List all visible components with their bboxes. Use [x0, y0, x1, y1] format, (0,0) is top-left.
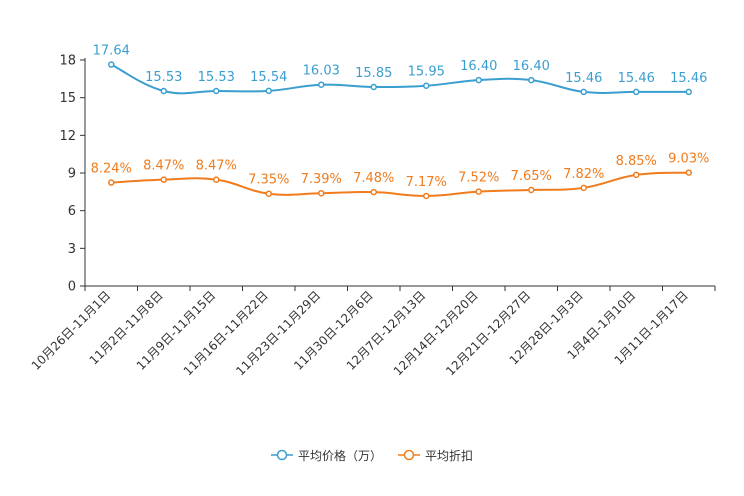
series-price-point[interactable] — [213, 87, 220, 95]
line-chart: 0 3 6 9 12 15 18 10月26日-11月1日11月2日-11月8日11月9日-… — [29, 44, 716, 378]
series-discount-point[interactable] — [370, 188, 377, 196]
series-discount-point[interactable] — [475, 188, 482, 195]
series-discount-data-label: 8.47% — [143, 159, 184, 174]
series-discount-point[interactable] — [423, 192, 430, 200]
legend-discount-marker-icon — [398, 449, 420, 461]
legend-item-price[interactable]: 平均价格（万） — [270, 447, 382, 464]
series-discount-line — [111, 171, 689, 197]
series-price-data-label: 17.64 — [93, 44, 130, 59]
series-price-point[interactable] — [685, 88, 692, 96]
series-discount-point[interactable] — [213, 176, 220, 183]
series-price: 17.64 15.53 15.53 15.54 16.03 15.85 15.95 16.40… — [93, 44, 707, 96]
series-price-point[interactable] — [370, 83, 377, 91]
y-tick-label: 6 — [68, 204, 76, 219]
series-price-data-label: 15.95 — [408, 65, 445, 80]
series-discount-point[interactable] — [160, 176, 167, 183]
series-discount-point[interactable] — [685, 169, 692, 176]
series-discount-point[interactable] — [528, 186, 535, 194]
y-axis: 0 3 6 9 12 15 18 — [59, 54, 86, 295]
legend-price-label: 平均价格（万） — [297, 448, 382, 463]
series-price-point[interactable] — [108, 61, 115, 68]
legend: 平均价格（万） 平均折扣 — [0, 445, 744, 465]
series-price-data-label: 15.46 — [670, 71, 707, 86]
series-discount-data-label: 7.52% — [458, 171, 499, 186]
series-layer: 17.64 15.53 15.53 15.54 16.03 15.85 15.95 16.40… — [91, 44, 709, 200]
series-price-data-label: 15.53 — [198, 70, 235, 85]
y-tick-label: 15 — [59, 91, 76, 106]
series-price-point[interactable] — [318, 81, 325, 88]
series-discount-data-label: 8.47% — [196, 159, 237, 174]
series-price-data-label: 15.53 — [145, 70, 182, 85]
series-price-point[interactable] — [265, 87, 272, 95]
series-price-data-label: 16.40 — [513, 59, 550, 74]
y-tick-label: 18 — [59, 54, 76, 69]
series-price-point[interactable] — [423, 82, 430, 89]
series-discount-point[interactable] — [633, 171, 640, 179]
series-price-point[interactable] — [580, 88, 587, 96]
series-price-point[interactable] — [475, 76, 482, 84]
x-axis: 10月26日-11月1日11月2日-11月8日11月9日-11月15日11月16… — [29, 285, 716, 378]
series-discount-data-label: 8.24% — [91, 162, 132, 177]
series-discount-data-label: 9.03% — [668, 152, 709, 167]
series-discount-data-label: 7.82% — [563, 167, 604, 182]
series-price-point[interactable] — [528, 76, 535, 84]
series-discount-data-label: 7.39% — [301, 172, 342, 187]
series-price-data-label: 15.46 — [618, 71, 655, 86]
series-discount-data-label: 8.85% — [616, 154, 657, 169]
series-discount-data-label: 7.48% — [353, 171, 394, 186]
series-price-line — [110, 63, 689, 95]
series-price-data-label: 15.54 — [250, 70, 287, 85]
series-price-point[interactable] — [160, 87, 167, 95]
series-discount-point[interactable] — [265, 190, 272, 197]
y-tick-label: 0 — [68, 280, 76, 295]
legend-discount-label: 平均折扣 — [425, 448, 474, 463]
y-tick-label: 3 — [68, 242, 76, 257]
series-price-data-label: 16.40 — [460, 59, 497, 74]
series-price-data-label: 16.03 — [303, 64, 340, 79]
series-price-data-label: 15.85 — [355, 66, 392, 81]
series-price-point[interactable] — [633, 88, 640, 96]
series-discount-data-label: 7.17% — [406, 175, 447, 190]
series-discount-point[interactable] — [108, 179, 115, 186]
series-discount-point[interactable] — [318, 189, 325, 197]
series-discount-data-label: 7.65% — [511, 169, 552, 184]
series-price-data-label: 15.46 — [565, 71, 602, 86]
series-discount-data-label: 7.35% — [248, 173, 289, 188]
series-discount-point[interactable] — [580, 184, 587, 192]
legend-price-marker-icon — [270, 449, 293, 461]
y-tick-label: 12 — [59, 129, 76, 144]
series-discount: 8.24% 8.47% 8.47% 7.35% 7.39% 7.48% 7.17% 7.52%… — [91, 152, 709, 200]
y-tick-label: 9 — [68, 167, 76, 182]
legend-item-discount[interactable]: 平均折扣 — [398, 447, 473, 464]
